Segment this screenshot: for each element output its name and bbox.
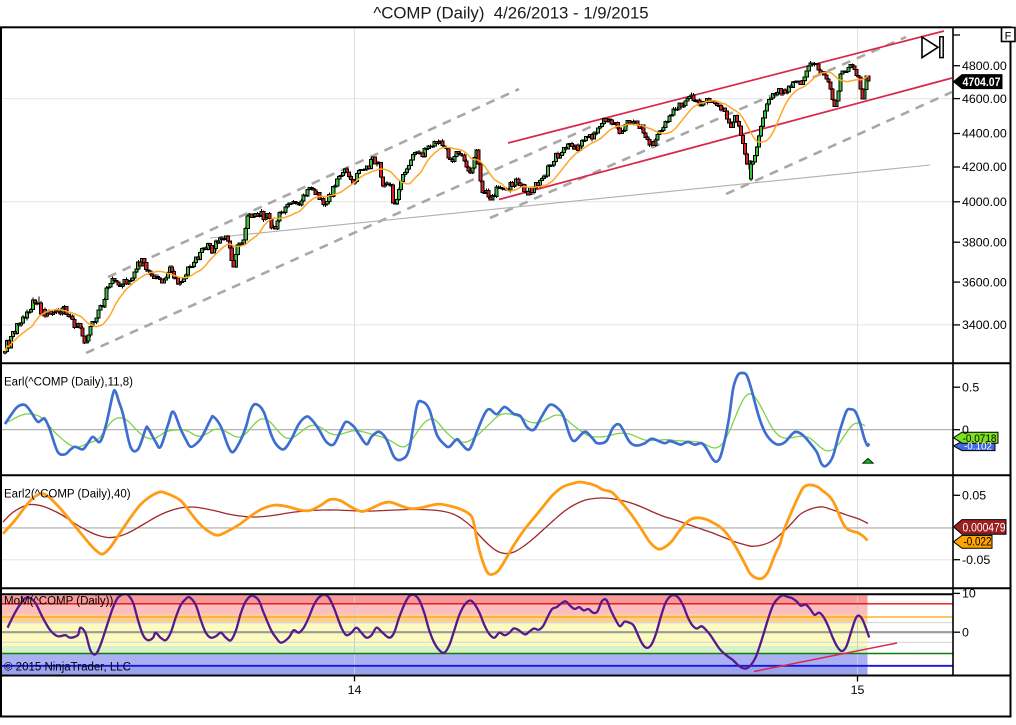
svg-text:0.000479: 0.000479 [963,522,1006,534]
svg-text:-0.022: -0.022 [964,537,992,549]
svg-text:Earl(^COMP (Daily),11,8): Earl(^COMP (Daily),11,8) [4,377,133,389]
svg-text:4000.00: 4000.00 [962,195,1007,209]
svg-text:© 2015 NinjaTrader, LLC: © 2015 NinjaTrader, LLC [4,662,131,674]
svg-text:4800.00: 4800.00 [962,59,1007,73]
svg-text:10: 10 [962,587,976,601]
svg-text:0.05: 0.05 [962,489,986,503]
svg-text:4600.00: 4600.00 [962,92,1007,106]
svg-text:0: 0 [962,423,969,437]
svg-text:0: 0 [962,625,969,639]
svg-text:3400.00: 3400.00 [962,318,1007,332]
svg-text:4400.00: 4400.00 [962,127,1007,141]
svg-text:-0.05: -0.05 [962,553,990,567]
svg-text:-0.102: -0.102 [964,441,992,453]
svg-text:F: F [1005,31,1012,43]
svg-text:4704.07: 4704.07 [963,75,1001,89]
svg-text:4200.00: 4200.00 [962,160,1007,174]
svg-text:^COMP (Daily) 4/26/2013 - 1/9: ^COMP (Daily) 4/26/2013 - 1/9/2015 [373,3,648,22]
svg-text:0.5: 0.5 [962,380,979,394]
svg-text:-0.0718: -0.0718 [963,433,997,445]
svg-text:Earl2(^COMP (Daily),40): Earl2(^COMP (Daily),40) [4,489,131,501]
svg-text:14: 14 [348,683,362,697]
svg-text:3600.00: 3600.00 [962,275,1007,289]
svg-text:MoM(^COMP (Daily)): MoM(^COMP (Daily)) [4,596,113,608]
svg-text:15: 15 [851,683,865,697]
svg-text:3800.00: 3800.00 [962,235,1007,249]
